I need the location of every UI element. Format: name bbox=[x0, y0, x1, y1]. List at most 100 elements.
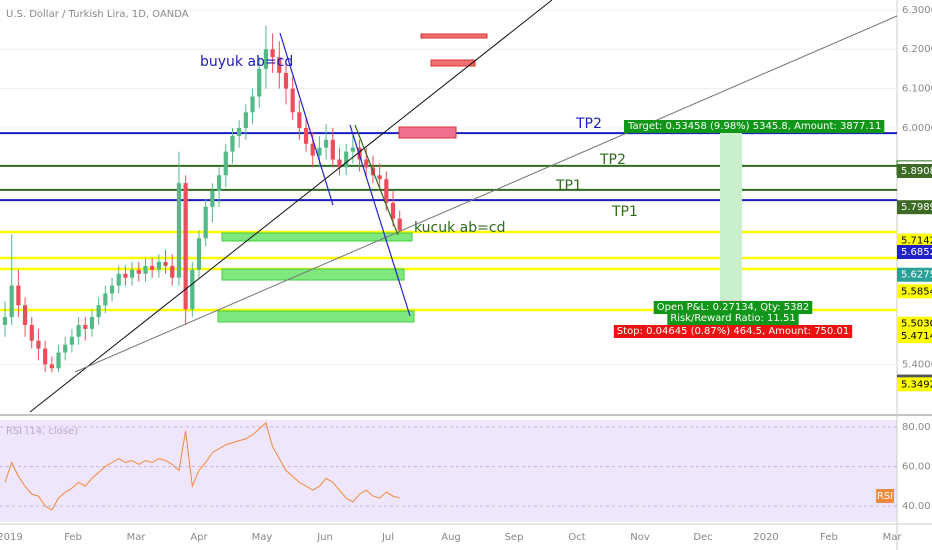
zone bbox=[221, 232, 413, 242]
candle-body bbox=[170, 265, 175, 278]
price-label: 5.71421 bbox=[901, 236, 932, 247]
chart-title: U.S. Dollar / Turkish Lira, 1D, OANDA bbox=[6, 9, 189, 20]
x-tick-label: Sep bbox=[505, 532, 524, 543]
x-tick-label: Jul bbox=[381, 532, 394, 543]
candle-body bbox=[390, 202, 396, 219]
price-label: 5.68522 bbox=[901, 247, 932, 258]
pattern-line bbox=[349, 124, 411, 317]
price-label: 5.58546 bbox=[901, 286, 932, 297]
price-label: 5.89082 bbox=[901, 166, 932, 177]
zone bbox=[430, 59, 476, 67]
candle-body bbox=[290, 88, 295, 113]
price-label: 5.47149 bbox=[901, 331, 932, 342]
candle-body bbox=[303, 128, 309, 144]
candle-body bbox=[123, 273, 128, 278]
price-label-box bbox=[897, 267, 932, 282]
price-label-box bbox=[897, 377, 932, 392]
candle-body bbox=[29, 324, 34, 341]
x-tick-label: Feb bbox=[64, 532, 82, 543]
position-label: Risk/Reward Ratio: 11.51 bbox=[670, 313, 795, 324]
candle-body bbox=[43, 348, 48, 365]
pattern-line bbox=[279, 32, 334, 206]
candle-body bbox=[69, 336, 74, 345]
price-label-box bbox=[897, 233, 932, 248]
candle-body bbox=[76, 324, 81, 337]
price-label-box bbox=[897, 284, 932, 299]
position-box bbox=[624, 120, 885, 133]
position-box bbox=[653, 301, 813, 314]
x-tick-label: Oct bbox=[568, 532, 585, 543]
x-tick-label: Nov bbox=[630, 532, 650, 543]
x-tick-label: Jun bbox=[316, 532, 333, 543]
candle-body bbox=[270, 49, 275, 58]
zone bbox=[398, 126, 457, 139]
annotation: TP1 bbox=[611, 204, 638, 220]
rsi-badge: RSI bbox=[877, 491, 893, 502]
candle-body bbox=[344, 151, 349, 168]
candle-body bbox=[116, 273, 121, 286]
candle-body bbox=[350, 147, 355, 152]
candle-body bbox=[337, 159, 342, 168]
annotation: kucuk ab=cd bbox=[414, 220, 505, 236]
candle-body bbox=[277, 57, 282, 73]
position-box bbox=[667, 312, 799, 325]
x-tick-label: Dec bbox=[693, 532, 712, 543]
candle-body bbox=[216, 175, 222, 192]
price-label-box bbox=[897, 244, 932, 259]
x-tick-label: Mar bbox=[883, 532, 903, 543]
annotation: TP1 bbox=[555, 178, 582, 194]
candle-body bbox=[190, 269, 195, 310]
candle-body bbox=[16, 285, 21, 306]
rsi-tick-label: 60.00 bbox=[902, 461, 931, 472]
candle-body bbox=[203, 206, 208, 239]
candle-body bbox=[96, 305, 101, 318]
candle-body bbox=[109, 285, 115, 294]
zone bbox=[420, 33, 488, 39]
candle-body bbox=[297, 112, 302, 129]
rsi-tick-label: 40.00 bbox=[902, 501, 931, 512]
candle-body bbox=[9, 285, 14, 318]
candle-body bbox=[63, 344, 68, 353]
candle-body bbox=[384, 179, 389, 203]
candle-body bbox=[176, 183, 182, 278]
candle-body bbox=[310, 143, 315, 156]
y-tick-label: 5.40000 bbox=[902, 359, 932, 370]
rsi-band bbox=[0, 420, 897, 522]
price-label: 5.79899 bbox=[901, 202, 932, 213]
candle-body bbox=[243, 112, 248, 129]
candle-body bbox=[89, 317, 95, 329]
candle-body bbox=[103, 293, 108, 306]
candle-body bbox=[250, 96, 255, 113]
candle-body bbox=[257, 68, 262, 97]
x-tick-label: Mar bbox=[127, 532, 147, 543]
y-tick-label: 6.20000 bbox=[902, 44, 932, 55]
candle-body bbox=[196, 238, 202, 270]
trendline bbox=[29, 0, 553, 413]
candle-body bbox=[49, 364, 54, 369]
annotation: TP2 bbox=[599, 152, 626, 168]
target-zone bbox=[720, 133, 742, 300]
candle-body bbox=[143, 265, 148, 274]
x-tick-label: Aug bbox=[441, 532, 461, 543]
candle-body bbox=[2, 317, 8, 325]
candle-body bbox=[210, 191, 215, 207]
candle-body bbox=[150, 265, 155, 270]
candle-body bbox=[377, 175, 382, 180]
candle-body bbox=[183, 183, 188, 310]
candle-body bbox=[317, 147, 322, 156]
x-tick-label: Apr bbox=[190, 532, 208, 543]
candle-body bbox=[364, 159, 369, 168]
candle-body bbox=[330, 139, 335, 160]
price-label-box bbox=[897, 200, 932, 215]
candle-body bbox=[324, 139, 329, 148]
rsi-line bbox=[4, 422, 400, 511]
candle-body bbox=[223, 151, 228, 176]
price-label-box bbox=[897, 329, 932, 344]
position-label: Open P&L: 0.27134, Qty: 5382 bbox=[657, 302, 810, 313]
x-tick-label: 2020 bbox=[753, 532, 778, 543]
position-label: Stop: 0.04645 (0.87%) 464.5, Amount: 750… bbox=[617, 326, 849, 337]
candle-body bbox=[136, 269, 141, 274]
y-tick-label: 6.00000 bbox=[902, 123, 932, 134]
price-label-box bbox=[897, 316, 932, 331]
